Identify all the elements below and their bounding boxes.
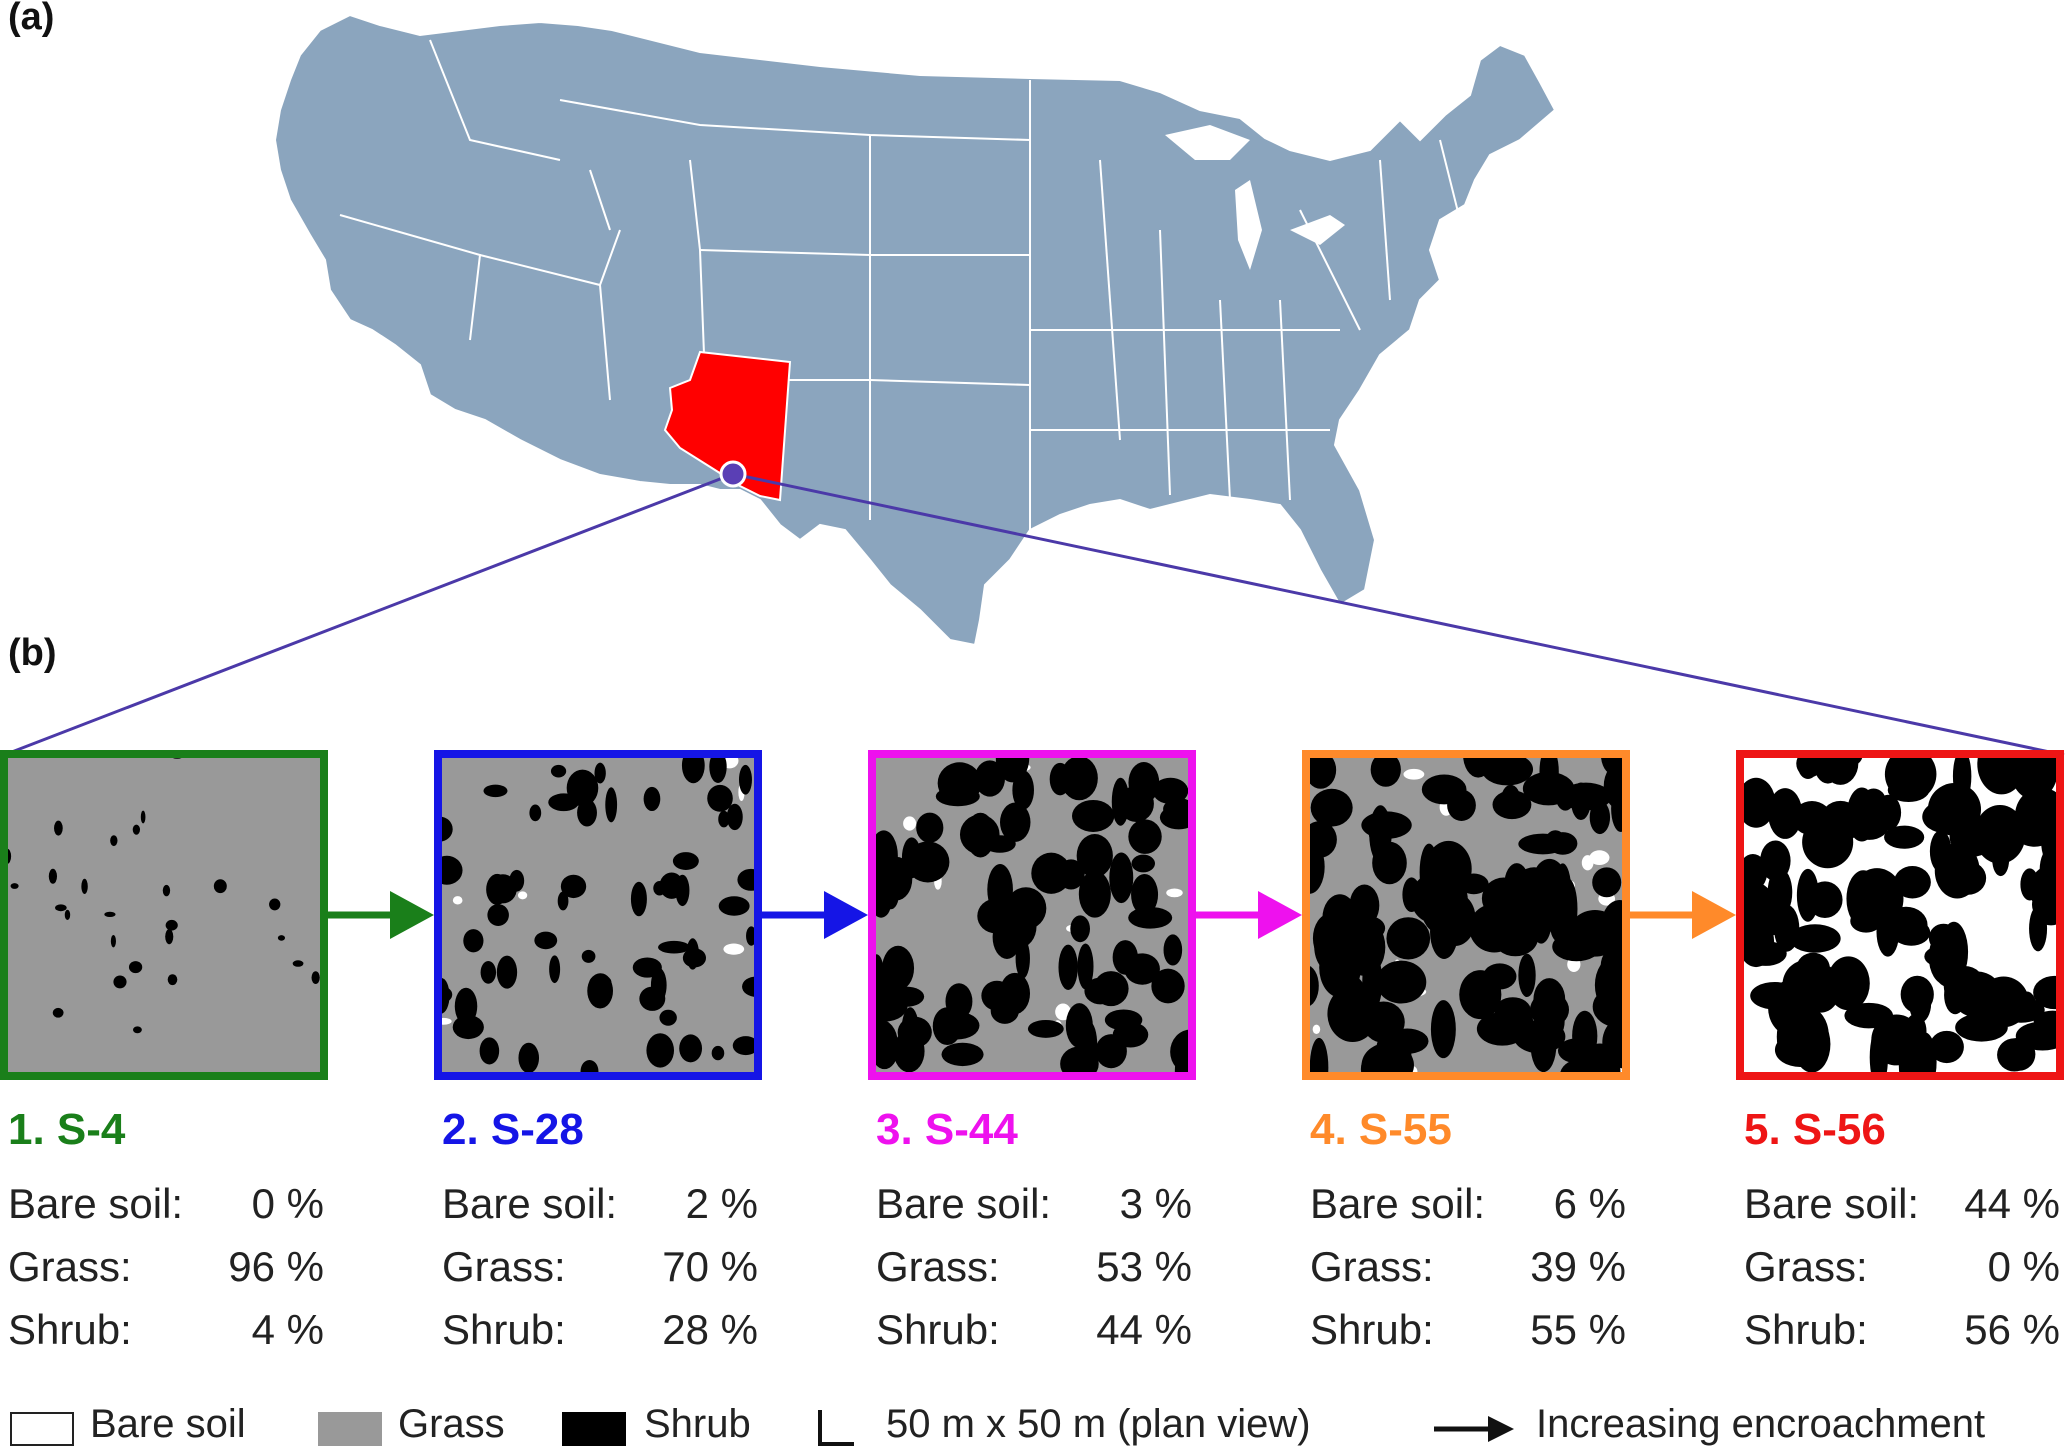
legend-grass-swatch: [318, 1412, 382, 1446]
panel-label-a: (a): [8, 0, 55, 38]
zoom-line-left: [3, 472, 734, 757]
legend: Bare soil Grass Shrub 50 m x 50 m (plan …: [0, 1402, 2067, 1452]
legend-bare-soil-label: Bare soil: [90, 1402, 246, 1446]
site-1-frame: [0, 750, 328, 1080]
site-5-frame: [1736, 750, 2064, 1080]
scale-corner-icon: [818, 1410, 854, 1446]
state-borders: [339, 39, 1461, 530]
us-map-figure: [3, 13, 2065, 757]
site-4-frame: [1302, 750, 1630, 1080]
legend-arrow-label: Increasing encroachment: [1536, 1402, 1986, 1446]
panel-label-b: (b): [8, 632, 57, 674]
legend-shrub-swatch: [562, 1412, 626, 1446]
legend-shrub-label: Shrub: [644, 1402, 751, 1446]
site-tiles: [0, 750, 2064, 1080]
site-2-title: 2. S-28: [442, 1105, 584, 1154]
legend-grass-label: Grass: [398, 1402, 505, 1446]
site-1-title: 1. S-4: [8, 1105, 126, 1154]
site-3-frame: [868, 750, 1196, 1080]
site-1-tile: [0, 750, 328, 1080]
site-3-tile: [868, 750, 1196, 1080]
arizona-state: [663, 350, 792, 502]
site-2-frame: [434, 750, 762, 1080]
encroachment-arrow-icon: [1434, 1416, 1514, 1442]
great-lakes: [1165, 125, 1345, 270]
legend-scale-label: 50 m x 50 m (plan view): [886, 1402, 1311, 1446]
encroachment-arrow-1: [328, 891, 434, 939]
site-3-title: 3. S-44: [876, 1105, 1018, 1154]
encroachment-arrow-4: [1630, 891, 1736, 939]
site-2-tile: [434, 750, 762, 1080]
encroachment-arrow-3: [1196, 891, 1302, 939]
site-5-title: 5. S-56: [1744, 1105, 1886, 1154]
legend-bare-soil-swatch: [10, 1412, 74, 1446]
site-4-title: 4. S-55: [1310, 1105, 1452, 1154]
zoom-line-right: [732, 472, 2065, 757]
us-map: [273, 13, 1557, 647]
site-marker: [719, 460, 747, 488]
site-5-tile: [1736, 750, 2064, 1080]
site-4-tile: [1302, 750, 1630, 1080]
encroachment-arrow-2: [762, 891, 868, 939]
